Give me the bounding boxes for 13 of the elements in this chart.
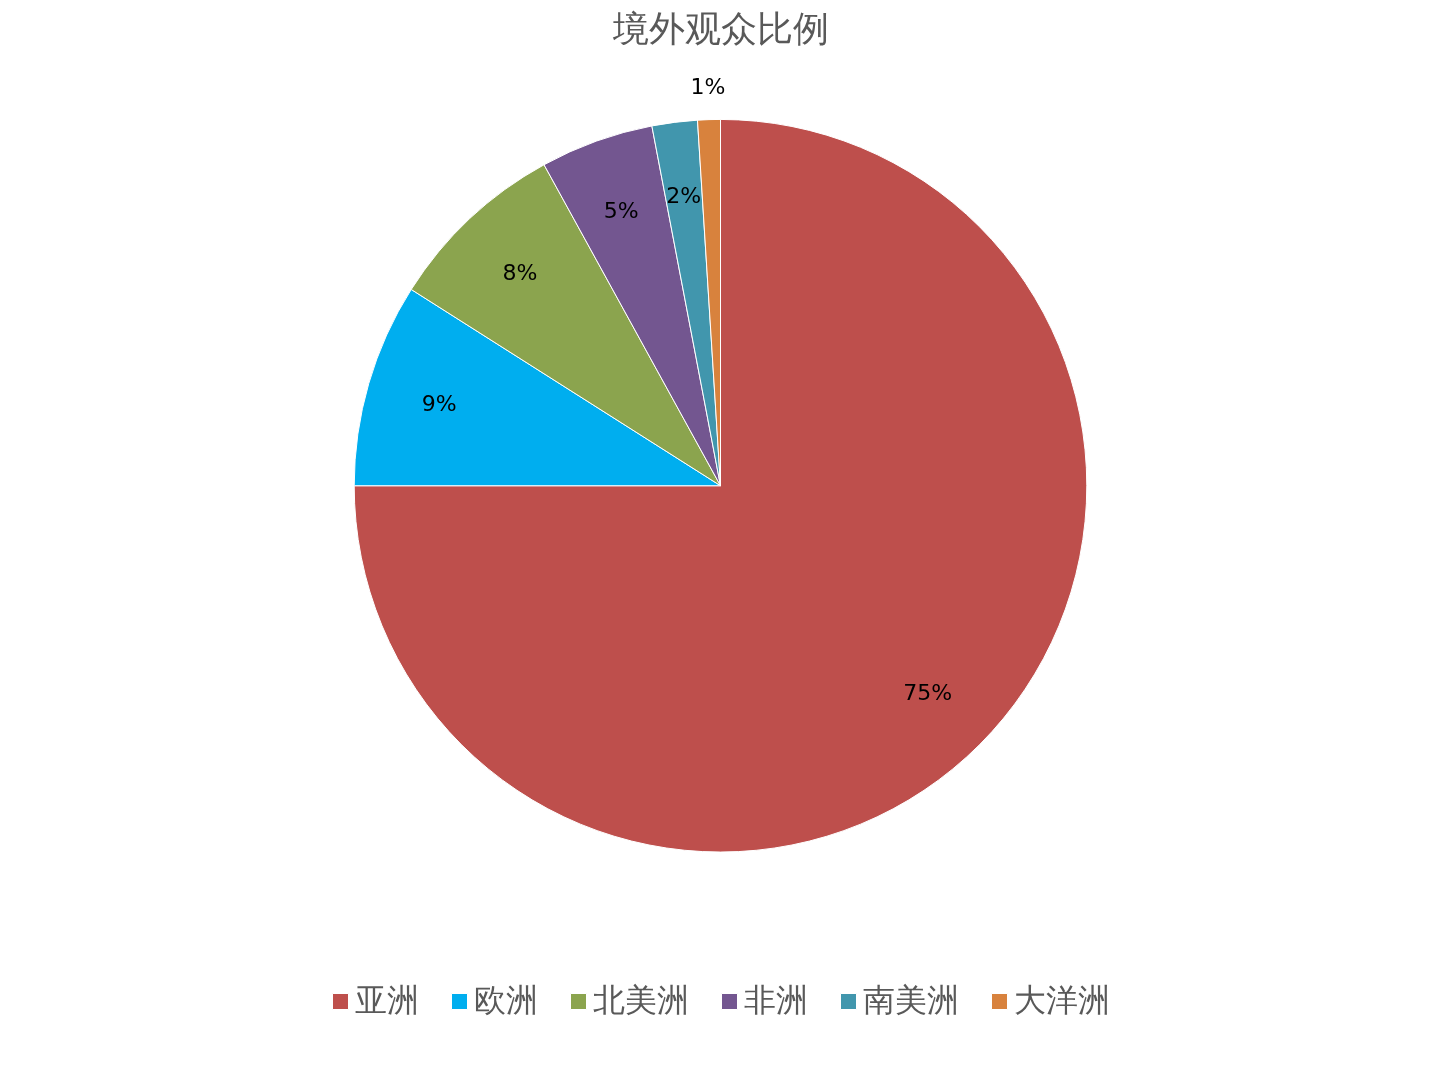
data-label: 75% (903, 680, 953, 706)
legend-label: 非洲 (744, 980, 808, 1021)
chart-title: 境外观众比例 (611, 7, 829, 49)
legend-label: 大洋洲 (1014, 980, 1110, 1021)
legend-label: 亚洲 (355, 980, 419, 1021)
data-label: 2% (666, 182, 702, 208)
legend-label: 欧洲 (474, 980, 538, 1021)
data-label: 5% (603, 197, 639, 223)
legend-label: 北美洲 (593, 980, 689, 1021)
data-label: 8% (502, 259, 538, 285)
legend-label: 南美洲 (863, 980, 959, 1021)
data-label: 9% (421, 391, 457, 417)
data-label: 1% (690, 74, 726, 100)
